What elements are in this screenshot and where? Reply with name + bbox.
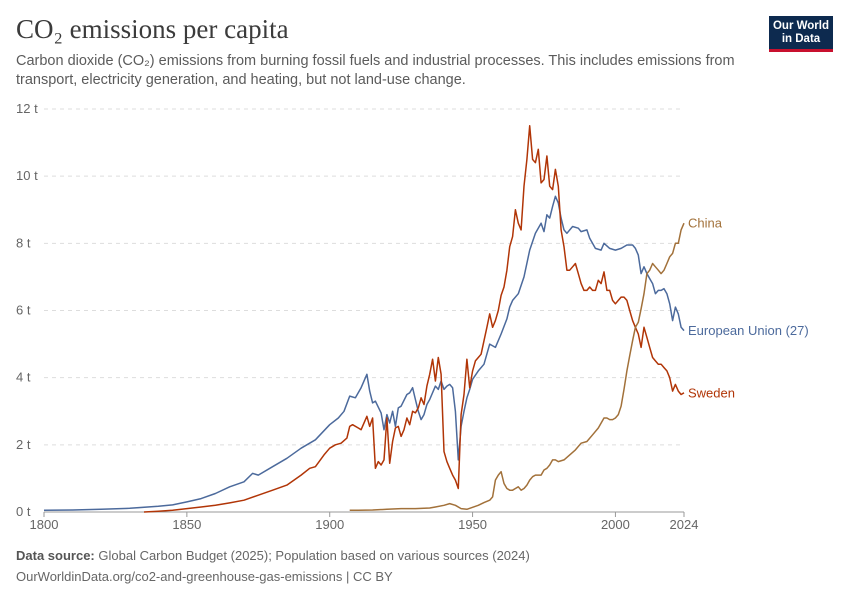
grid-lines bbox=[44, 108, 684, 446]
y-tick-label: 8 t bbox=[16, 235, 31, 250]
x-axis: 1800 1850 1900 1950 2000 2024 bbox=[30, 511, 699, 532]
series-line-sweden[interactable] bbox=[143, 125, 685, 513]
series-label-sweden[interactable]: Sweden bbox=[688, 385, 735, 400]
series-line-china[interactable] bbox=[349, 222, 685, 512]
y-tick-label: 6 t bbox=[16, 303, 31, 318]
series-label-china[interactable]: China bbox=[688, 216, 723, 231]
y-tick-label: 2 t bbox=[16, 437, 31, 452]
series-lines bbox=[43, 125, 685, 513]
series-line-eu[interactable] bbox=[43, 195, 685, 512]
chart-title: CO₂ emissions per capita bbox=[16, 14, 289, 44]
y-axis-ticks: 0 t 2 t 4 t 6 t 8 t 10 t 12 t bbox=[16, 101, 38, 519]
source-text: Global Carbon Budget (2025); Population … bbox=[98, 548, 530, 563]
x-tick-label: 1900 bbox=[315, 517, 344, 532]
x-tick-label: 2024 bbox=[670, 517, 699, 532]
x-tick-label: 1850 bbox=[172, 517, 201, 532]
y-tick-label: 12 t bbox=[16, 101, 38, 116]
logo-line-1: Our World bbox=[772, 20, 829, 32]
logo-line-2: in Data bbox=[781, 33, 821, 45]
owid-logo[interactable]: Our World in Data bbox=[769, 16, 833, 52]
x-tick-label: 1950 bbox=[458, 517, 487, 532]
series-label-eu[interactable]: European Union (27) bbox=[688, 323, 809, 338]
source-label: Data source: bbox=[16, 548, 95, 563]
x-tick-label: 1800 bbox=[30, 517, 59, 532]
series-labels: European Union (27) Sweden China bbox=[688, 216, 809, 401]
chart-subtitle: Carbon dioxide (CO₂) emissions from burn… bbox=[16, 53, 735, 88]
y-tick-label: 4 t bbox=[16, 370, 31, 385]
y-tick-label: 0 t bbox=[16, 504, 31, 519]
x-tick-label: 2000 bbox=[601, 517, 630, 532]
source-note: Data source: Global Carbon Budget (2025)… bbox=[16, 548, 530, 563]
y-tick-label: 10 t bbox=[16, 168, 38, 183]
source-url[interactable]: OurWorldinData.org/co2-and-greenhouse-ga… bbox=[16, 569, 393, 584]
